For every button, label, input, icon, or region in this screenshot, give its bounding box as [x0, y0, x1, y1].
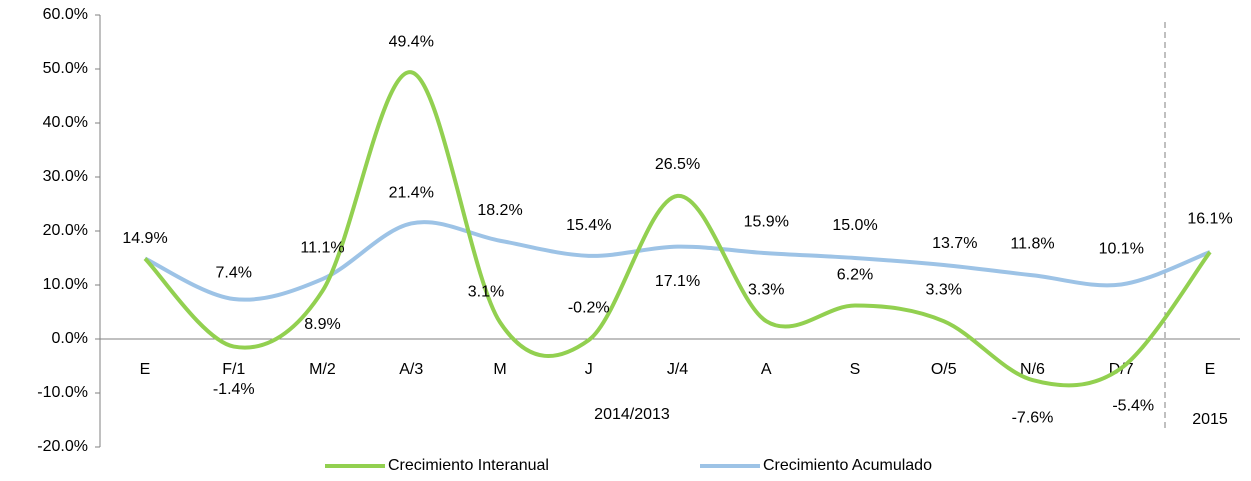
- x-tick-label: E: [1205, 361, 1216, 378]
- x-tick-label: M/2: [309, 361, 336, 378]
- x-tick-label: N/6: [1020, 361, 1045, 378]
- legend-label: Crecimiento Interanual: [388, 457, 549, 474]
- data-label: 11.8%: [1010, 235, 1054, 252]
- data-label: 3.3%: [926, 281, 962, 298]
- data-label: 21.4%: [389, 185, 434, 202]
- y-tick-label: 0.0%: [52, 330, 88, 347]
- data-label: 6.2%: [837, 267, 873, 284]
- data-label: 16.1%: [1187, 210, 1232, 227]
- y-tick-label: 30.0%: [43, 168, 88, 185]
- data-label: -5.4%: [1112, 397, 1154, 414]
- data-label: 17.1%: [655, 273, 700, 290]
- data-label: -1.4%: [213, 381, 255, 398]
- y-tick-label: -20.0%: [37, 438, 88, 455]
- y-tick-label: 60.0%: [43, 6, 88, 23]
- data-label: 3.1%: [468, 283, 504, 300]
- x-tick-label: O/5: [931, 361, 957, 378]
- group-label: 2015: [1192, 411, 1228, 428]
- data-label: -7.6%: [1012, 409, 1054, 426]
- y-tick-label: 20.0%: [43, 222, 88, 239]
- y-tick-label: 40.0%: [43, 114, 88, 131]
- legend-label: Crecimiento Acumulado: [763, 457, 932, 474]
- y-tick-label: 10.0%: [43, 276, 88, 293]
- x-tick-label: M: [493, 361, 506, 378]
- data-label: 26.5%: [655, 156, 700, 173]
- data-label: 14.9%: [122, 230, 167, 247]
- data-label: -0.2%: [568, 299, 610, 316]
- data-label: 10.1%: [1099, 241, 1144, 258]
- x-tick-label: F/1: [222, 361, 245, 378]
- group-label: 2014/2013: [594, 406, 670, 423]
- data-label: 8.9%: [304, 316, 340, 333]
- data-label: 15.0%: [832, 217, 877, 234]
- data-label: 18.2%: [477, 202, 522, 219]
- y-tick-label: -10.0%: [37, 384, 88, 401]
- data-label: 15.9%: [744, 213, 789, 230]
- y-tick-label: 50.0%: [43, 60, 88, 77]
- series-line: [144, 220, 1211, 302]
- data-label: 13.7%: [932, 235, 977, 252]
- x-tick-label: A: [761, 361, 772, 378]
- data-label: 11.1%: [300, 239, 344, 256]
- data-label: 7.4%: [216, 264, 252, 281]
- data-label: 49.4%: [389, 33, 434, 50]
- x-tick-label: J: [585, 361, 593, 378]
- x-tick-label: E: [140, 361, 151, 378]
- x-tick-label: J/4: [667, 361, 688, 378]
- data-label: 15.4%: [566, 217, 611, 234]
- data-label: 3.3%: [748, 281, 784, 298]
- x-tick-label: S: [850, 361, 861, 378]
- series-line: [143, 70, 1212, 388]
- x-tick-label: A/3: [399, 361, 423, 378]
